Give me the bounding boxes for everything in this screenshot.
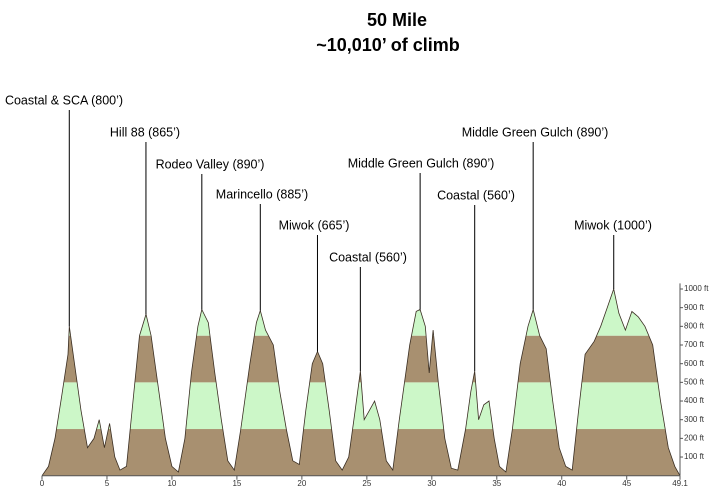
x-tick-label: 20 <box>297 479 306 488</box>
y-tick-label: 400 ft <box>684 396 705 405</box>
x-tick-label: 35 <box>492 479 501 488</box>
elevation-band <box>42 289 680 336</box>
x-tick-label: 30 <box>427 479 436 488</box>
annotation-label: Coastal (560’) <box>329 250 407 264</box>
x-tick-label: 40 <box>557 479 566 488</box>
chart-title: 50 Mile <box>367 10 427 30</box>
y-tick-label: 500 ft <box>684 377 705 386</box>
x-tick-label: 10 <box>167 479 176 488</box>
y-tick-label: 600 ft <box>684 359 705 368</box>
x-tick-label: 5 <box>105 479 110 488</box>
x-tick-label: 0 <box>40 479 45 488</box>
annotation-label: Coastal (560’) <box>437 188 515 202</box>
annotation-label: Miwok (1000’) <box>574 218 652 232</box>
y-tick-label: 300 ft <box>684 415 705 424</box>
elevation-band <box>42 382 680 430</box>
x-tick-label: 49.1 <box>672 479 688 488</box>
annotation-label: Miwok (665’) <box>279 218 350 232</box>
annotation-label: Middle Green Gulch (890’) <box>348 156 495 170</box>
annotation-label: Hill 88 (865’) <box>110 125 180 139</box>
chart-subtitle: ~10,010’ of climb <box>316 35 460 55</box>
y-tick-label: 100 ft <box>684 452 705 461</box>
elevation-band <box>42 429 680 476</box>
y-tick-label: 800 ft <box>684 321 705 330</box>
x-tick-label: 45 <box>622 479 631 488</box>
annotation-label: Marincello (885’) <box>216 187 308 201</box>
annotation-label: Middle Green Gulch (890’) <box>462 125 609 139</box>
y-tick-label: 1000 ft <box>684 284 709 293</box>
y-tick-label: 900 ft <box>684 303 705 312</box>
y-tick-label: 700 ft <box>684 340 705 349</box>
annotation-label: Rodeo Valley (890’) <box>156 157 265 171</box>
x-tick-label: 15 <box>232 479 241 488</box>
x-tick-label: 25 <box>362 479 371 488</box>
y-tick-label: 200 ft <box>684 433 705 442</box>
annotation-label: Coastal & SCA (800’) <box>5 93 123 107</box>
